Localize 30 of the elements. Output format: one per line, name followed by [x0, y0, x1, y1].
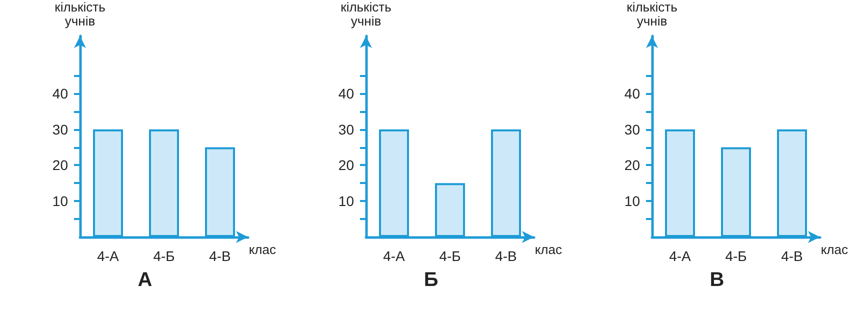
- x-tick-label: 4-В: [209, 248, 231, 264]
- y-tick-label: 40: [338, 85, 354, 102]
- y-tick-label: 20: [338, 157, 354, 174]
- x-axis-title: клас: [534, 242, 562, 257]
- y-tick-label: 40: [52, 85, 68, 102]
- text: В: [710, 269, 724, 291]
- y-tick-label: 10: [52, 193, 68, 210]
- text: Б: [424, 269, 438, 291]
- y-axis-title: кількість учнів: [626, 0, 678, 28]
- y-tick-label: 20: [624, 157, 640, 174]
- y-tick-label: 20: [52, 157, 68, 174]
- x-tick-label: 4-А: [669, 248, 692, 264]
- y-axis-title: кількість учнів: [340, 0, 392, 28]
- x-tick-label: 4-Б: [153, 248, 175, 264]
- y-tick-label: 40: [624, 85, 640, 102]
- x-tick-label: 4-А: [97, 248, 120, 264]
- x-tick-label: 4-Б: [439, 248, 461, 264]
- text: А: [138, 269, 152, 291]
- y-tick-label: 30: [624, 121, 640, 138]
- x-tick-label: 4-В: [495, 248, 517, 264]
- x-tick-label: 4-В: [781, 248, 803, 264]
- x-tick-label: 4-А: [383, 248, 406, 264]
- y-tick-label: 10: [338, 193, 354, 210]
- y-tick-label: 30: [52, 121, 68, 138]
- y-tick-label: 30: [338, 121, 354, 138]
- y-tick-label: 10: [624, 193, 640, 210]
- x-axis-title: клас: [248, 242, 276, 257]
- x-tick-label: 4-Б: [725, 248, 747, 264]
- y-axis-title: кількість учнів: [54, 0, 106, 28]
- x-axis-title: клас: [820, 242, 848, 257]
